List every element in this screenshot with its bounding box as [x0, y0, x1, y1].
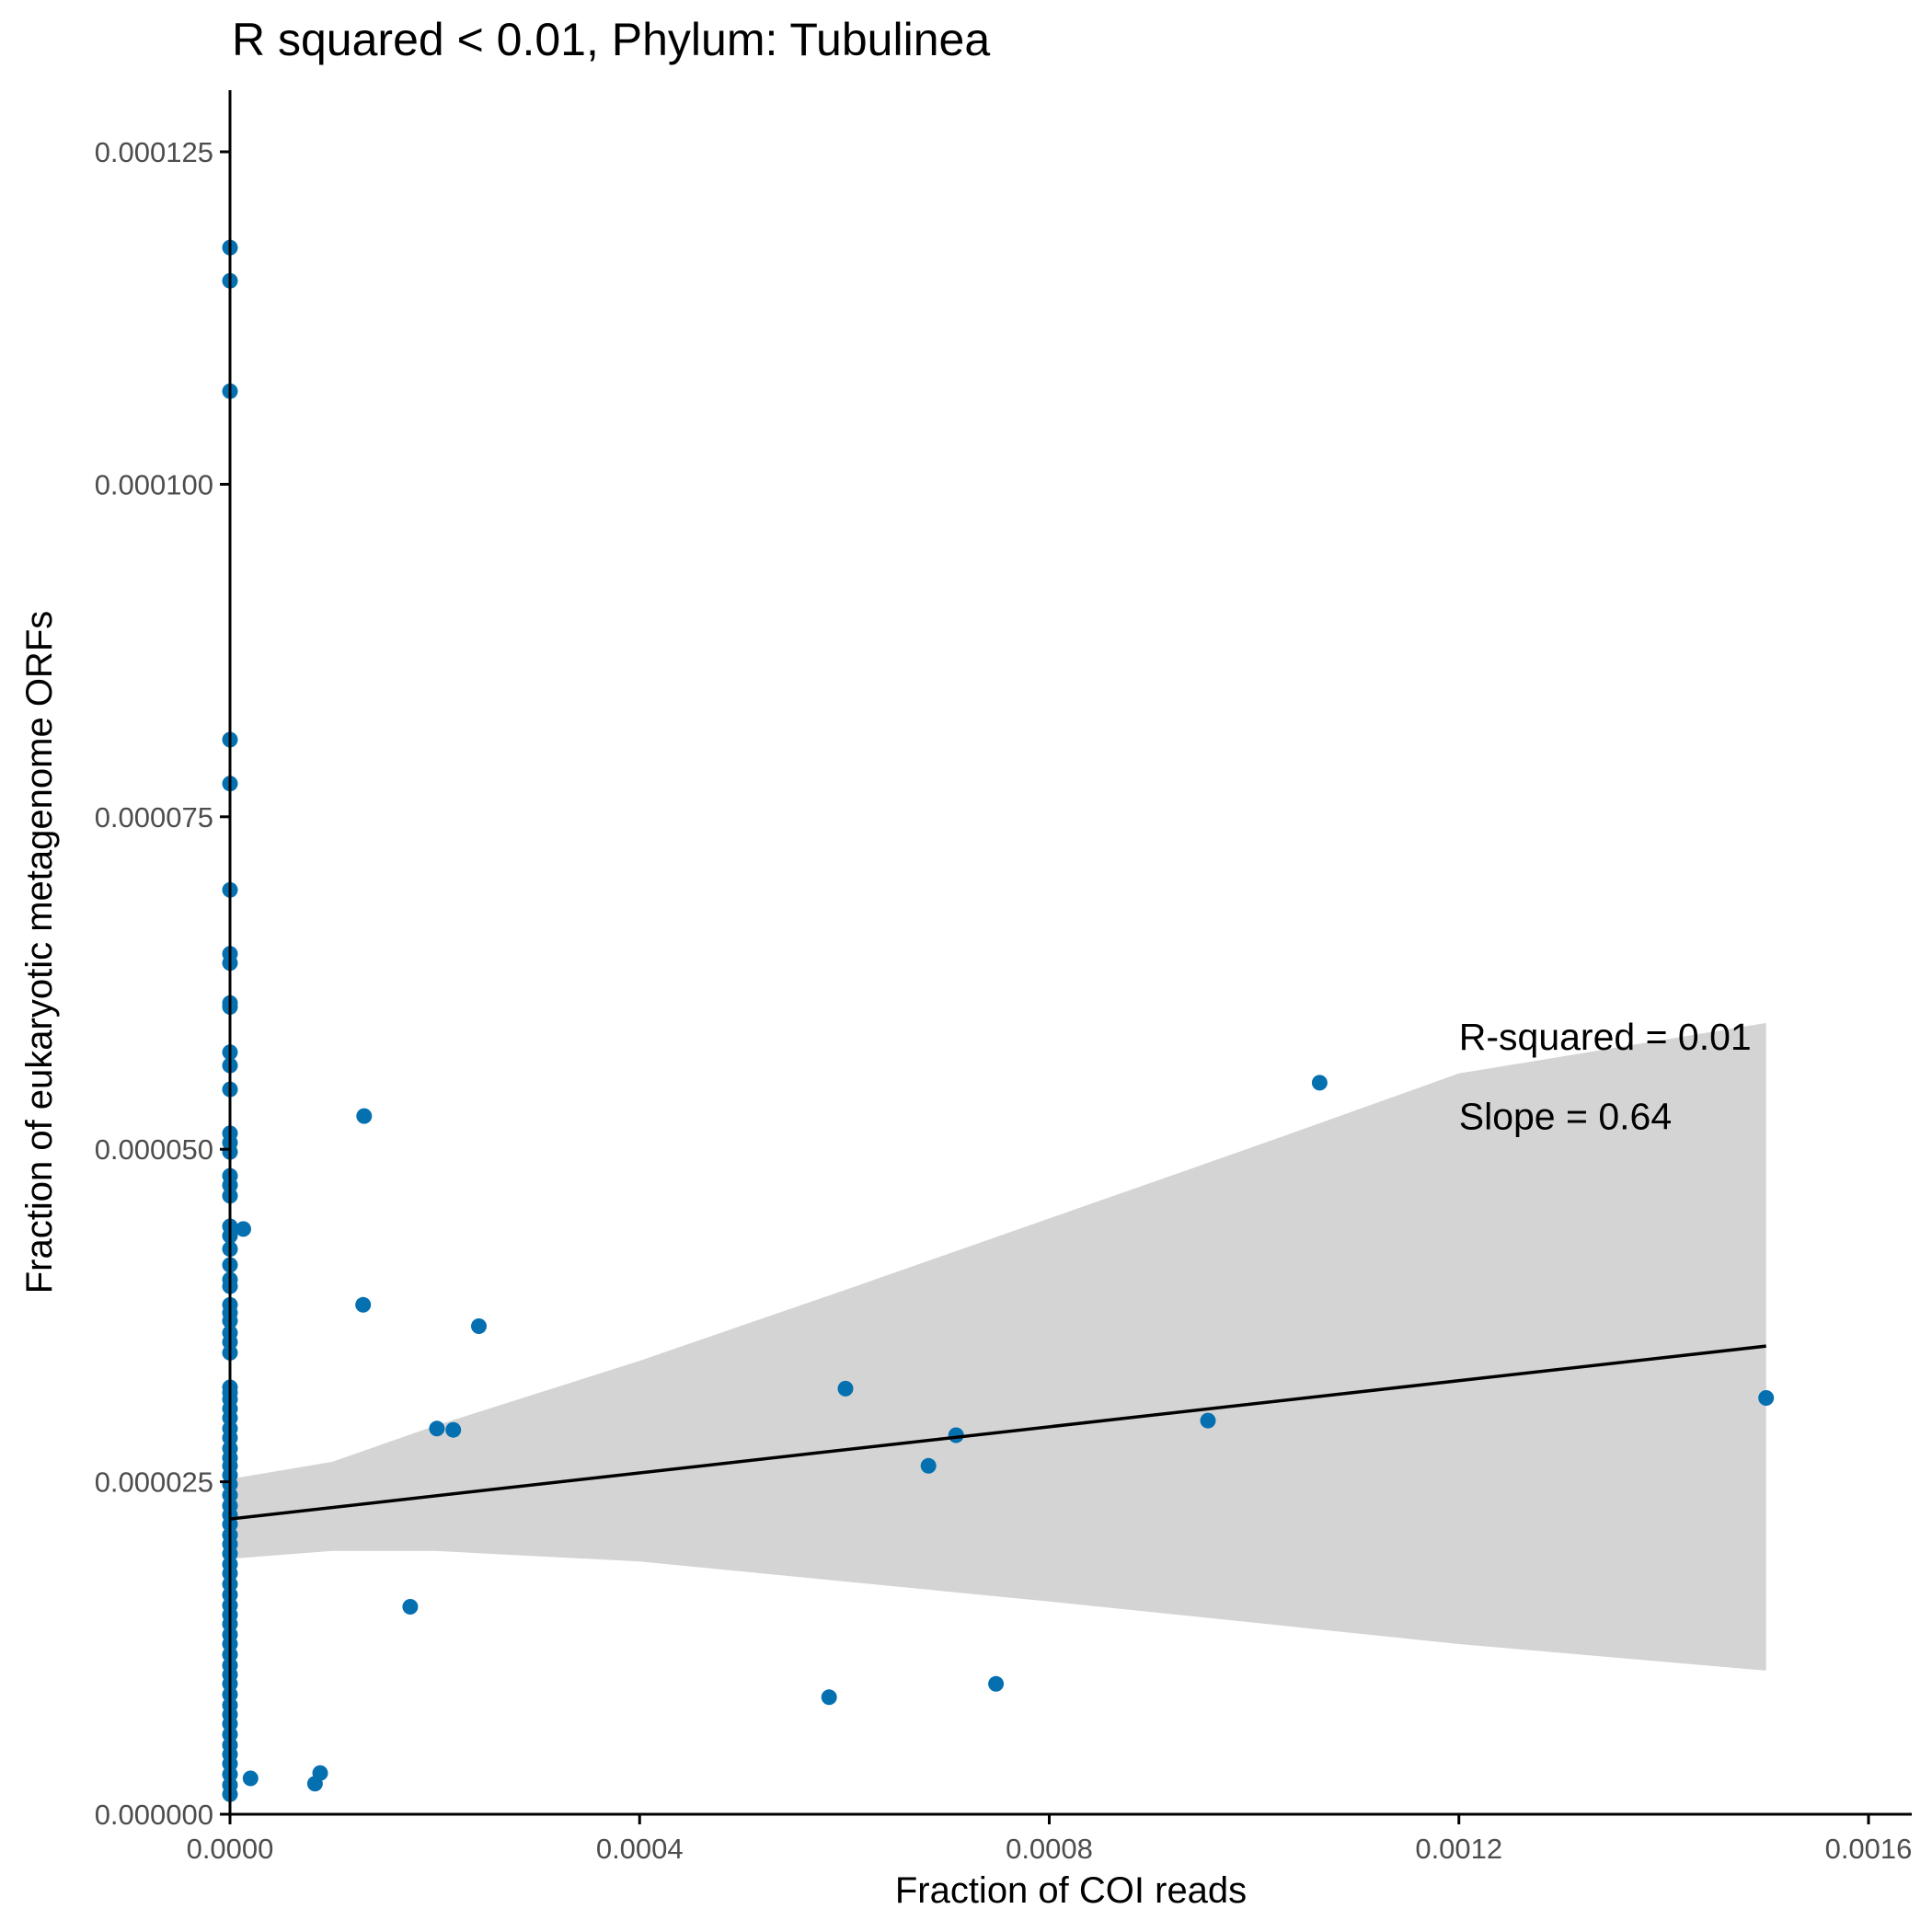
- data-point: [1758, 1390, 1775, 1406]
- chart-title: R squared < 0.01, Phylum: Tubulinea: [232, 14, 990, 65]
- regression-line: [229, 1344, 1766, 1521]
- fit-line: [229, 1344, 1766, 1521]
- x-tick-label: 0.0000: [187, 1833, 274, 1865]
- annotation-label: Slope = 0.64: [1459, 1096, 1672, 1138]
- data-point: [471, 1318, 487, 1334]
- x-tick-label: 0.0008: [1006, 1833, 1093, 1865]
- data-point: [356, 1108, 373, 1124]
- x-tick-label: 0.0012: [1415, 1833, 1502, 1865]
- data-point: [355, 1296, 372, 1313]
- x-axis-ticks: 0.0000 0.0004 0.0008 0.0012 0.0016: [187, 1814, 1913, 1865]
- data-point: [402, 1599, 419, 1615]
- annotation-label: R-squared = 0.01: [1459, 1016, 1752, 1058]
- data-point: [429, 1420, 445, 1437]
- y-axis-title: Fraction of eukaryotic metagenome ORFs: [19, 611, 60, 1294]
- data-point: [1200, 1412, 1216, 1429]
- x-tick-label: 0.0016: [1825, 1833, 1913, 1865]
- data-point: [312, 1765, 328, 1781]
- y-tick-label: 0.000025: [95, 1466, 213, 1499]
- x-tick-label: 0.0004: [596, 1833, 684, 1865]
- data-point: [837, 1380, 854, 1397]
- data-point: [988, 1675, 1005, 1692]
- confidence-band: [230, 1022, 1766, 1671]
- data-point: [236, 1221, 251, 1237]
- y-tick-label: 0.000100: [95, 468, 213, 500]
- data-point: [821, 1689, 837, 1706]
- data-point: [242, 1770, 259, 1787]
- data-point: [1311, 1075, 1328, 1091]
- y-tick-label: 0.000000: [95, 1799, 213, 1831]
- y-axis-ticks: 0.000000 0.000025 0.000050 0.000075 0.000100…: [95, 136, 230, 1831]
- confidence-band-area: [230, 1022, 1766, 1671]
- y-tick-label: 0.000125: [95, 136, 213, 168]
- y-tick-label: 0.000050: [95, 1133, 213, 1166]
- x-axis-title: Fraction of COI reads: [895, 1870, 1247, 1911]
- data-point: [920, 1457, 937, 1474]
- annotations: R-squared = 0.01 Slope = 0.64: [1459, 1016, 1752, 1138]
- data-point: [445, 1421, 462, 1438]
- y-tick-label: 0.000075: [95, 801, 213, 834]
